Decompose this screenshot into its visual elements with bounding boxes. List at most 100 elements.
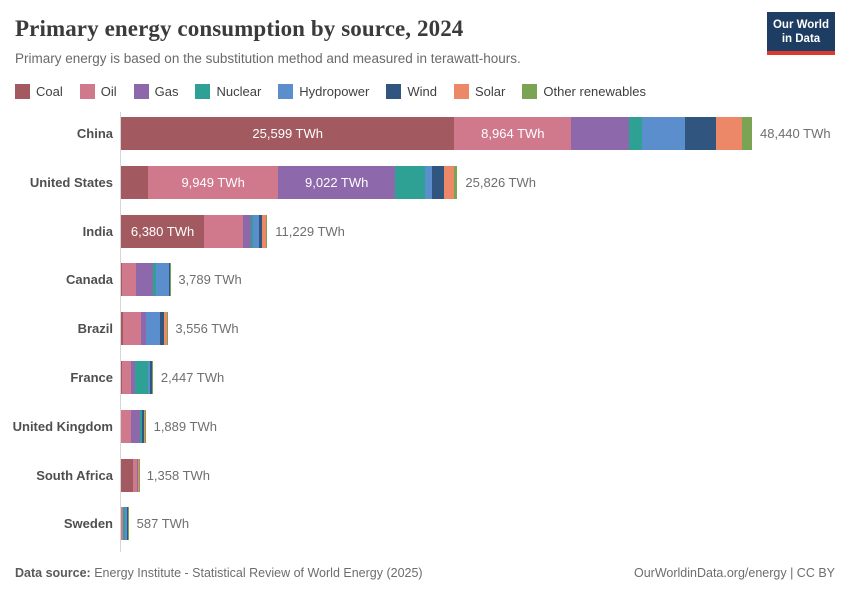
bar-segment-china-wind[interactable]: [684, 117, 716, 150]
country-label-india: India: [82, 223, 113, 239]
bar-segment-india-coal[interactable]: 6,380 TWh: [121, 214, 205, 248]
bar-segment-brazil-gas[interactable]: [141, 312, 146, 346]
bar-segment-sweden-wind[interactable]: [126, 507, 128, 541]
legend-item-oil[interactable]: Oil: [79, 84, 117, 99]
bar-segment-china-solar[interactable]: [715, 117, 743, 150]
bar-row-brazil: Brazil 3,556 TWh: [0, 312, 850, 346]
bar-segment-united-states-coal[interactable]: [121, 165, 149, 199]
bar-segment-china-hydropower[interactable]: [641, 117, 685, 150]
bar-row-sweden: Sweden 587 TWh: [0, 507, 850, 541]
bar-segment-united-kingdom-solar[interactable]: [144, 409, 145, 443]
legend-swatch-solar: [454, 84, 469, 99]
legend-item-solar[interactable]: Solar: [454, 84, 505, 99]
bar-row-canada: Canada 3,789 TWh: [0, 263, 850, 297]
bar-segment-india-other-renewables[interactable]: [265, 214, 268, 248]
bar-segment-sweden-hydropower[interactable]: [124, 507, 127, 541]
bar-united-states: 9,949 TWh 9,022 TWh: [121, 165, 458, 199]
bar-segment-france-solar[interactable]: [151, 361, 153, 394]
bar-row-united-states: United States 9,949 TWh 9,022 TWh 25,826 TW…: [0, 165, 850, 199]
total-label-united-states: 25,826 TWh: [465, 174, 536, 190]
bar-segment-brazil-nuclear[interactable]: [145, 312, 147, 346]
bar-segment-india-solar[interactable]: [261, 214, 266, 248]
bar-segment-united-kingdom-other-renewables[interactable]: [144, 409, 146, 443]
bar-segment-india-nuclear[interactable]: [250, 214, 253, 248]
bar-segment-sweden-nuclear[interactable]: [122, 507, 125, 541]
legend-item-other-renewables[interactable]: Other renewables: [522, 84, 646, 99]
owid-logo[interactable]: Our World in Data: [767, 12, 835, 55]
country-label-china: China: [76, 126, 113, 141]
bar-segment-china-other-renewables[interactable]: [742, 117, 752, 150]
bar-segment-india-gas[interactable]: [242, 214, 251, 248]
bar-segment-sweden-oil[interactable]: [121, 507, 123, 541]
legend-item-coal[interactable]: Coal: [15, 84, 63, 99]
legend-item-gas[interactable]: Gas: [133, 84, 179, 99]
legend-swatch-gas: [133, 84, 149, 99]
bar-segment-united-states-other-renewables[interactable]: [454, 165, 458, 199]
bar-segment-india-hydropower[interactable]: [252, 214, 259, 248]
chart-legend: Coal Oil Gas Nuclear Hydropower Wind Solar Othe…: [15, 84, 840, 99]
bar-segment-united-states-hydropower[interactable]: [424, 165, 433, 199]
bar-segment-india-oil[interactable]: [204, 214, 243, 248]
bar-segment-united-states-oil[interactable]: 9,949 TWh: [148, 165, 278, 199]
bar-segment-united-kingdom-nuclear[interactable]: [140, 409, 142, 443]
bar-segment-united-states-nuclear[interactable]: [395, 165, 425, 199]
bar-segment-united-kingdom-wind[interactable]: [141, 409, 145, 443]
segment-value-label: 8,964 TWh: [481, 126, 545, 141]
bar-row-united-kingdom: United Kingdom 1,889 TWh: [0, 409, 850, 443]
bar-segment-brazil-solar[interactable]: [164, 312, 167, 346]
bar-segment-brazil-wind[interactable]: [160, 312, 165, 346]
bar-segment-united-states-solar[interactable]: [444, 165, 455, 199]
chart-footer: Data source: Energy Institute - Statisti…: [15, 566, 835, 580]
legend-label-coal: Coal: [36, 84, 63, 99]
bar-segment-united-kingdom-oil[interactable]: [121, 409, 131, 443]
bar-segment-china-gas[interactable]: [571, 117, 629, 150]
page-title: Primary energy consumption by source, 20…: [15, 16, 464, 41]
country-label-sweden: Sweden: [63, 516, 113, 532]
bar-segment-canada-gas[interactable]: [136, 263, 154, 297]
bar-segment-france-gas[interactable]: [131, 361, 136, 394]
bar-segment-united-kingdom-gas[interactable]: [130, 409, 141, 443]
bar-segment-france-wind[interactable]: [149, 361, 152, 394]
bar-segment-canada-wind[interactable]: [168, 263, 170, 297]
bar-segment-united-states-gas[interactable]: 9,022 TWh: [277, 165, 396, 199]
bar-segment-south-africa-oil[interactable]: [133, 458, 138, 492]
bar-segment-canada-coal[interactable]: [121, 263, 123, 297]
bar-segment-brazil-other-renewables[interactable]: [166, 312, 168, 346]
bar-segment-france-coal[interactable]: [121, 361, 122, 394]
country-label-south-africa: South Africa: [36, 467, 113, 483]
bar-segment-france-nuclear[interactable]: [135, 361, 148, 394]
legend-swatch-hydropower: [278, 84, 294, 99]
bar-segment-france-oil[interactable]: [121, 361, 132, 394]
bar-united-kingdom: [121, 409, 146, 443]
bar-segment-india-wind[interactable]: [258, 214, 262, 248]
legend-label-gas: Gas: [154, 84, 179, 99]
total-label-south-africa: 1,358 TWh: [146, 467, 211, 483]
bar-segment-canada-nuclear[interactable]: [153, 263, 157, 297]
bar-segment-south-africa-coal[interactable]: [121, 458, 134, 492]
legend-swatch-other-renewables: [522, 84, 538, 99]
credit-link[interactable]: OurWorldinData.org/energy | CC BY: [633, 566, 835, 580]
bar-segment-france-hydropower[interactable]: [147, 361, 150, 394]
bar-segment-brazil-coal[interactable]: [121, 312, 124, 346]
bar-segment-brazil-oil[interactable]: [123, 312, 142, 346]
bar-segment-canada-hydropower[interactable]: [156, 263, 169, 297]
bar-segment-united-states-wind[interactable]: [432, 165, 445, 199]
data-source-label: Data source:: [15, 566, 91, 580]
legend-item-nuclear[interactable]: Nuclear: [195, 84, 261, 99]
legend-swatch-coal: [15, 84, 30, 99]
bar-segment-brazil-hydropower[interactable]: [146, 312, 161, 346]
bar-segment-china-nuclear[interactable]: [628, 117, 642, 150]
legend-swatch-wind: [386, 84, 402, 99]
bar-segment-china-coal[interactable]: 25,599 TWh: [121, 117, 455, 150]
legend-label-other-renewables: Other renewables: [543, 84, 646, 99]
legend-item-wind[interactable]: Wind: [386, 84, 437, 99]
bar-segment-canada-oil[interactable]: [122, 263, 137, 297]
legend-item-hydropower[interactable]: Hydropower: [278, 84, 369, 99]
bar-segment-sweden-other-renewables[interactable]: [128, 507, 129, 541]
data-source-note: Data source: Energy Institute - Statisti…: [15, 566, 423, 580]
bar-row-france: France 2,447 TWh: [0, 361, 850, 394]
bar-segment-china-oil[interactable]: 8,964 TWh: [454, 117, 572, 150]
segment-value-label: 25,599 TWh: [252, 126, 324, 141]
country-label-canada: Canada: [66, 272, 113, 288]
